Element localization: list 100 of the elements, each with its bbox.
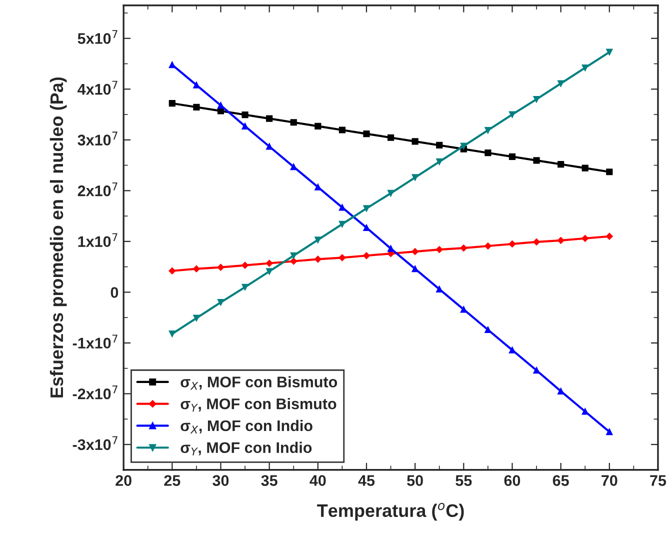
point [508,346,516,354]
point [582,164,588,172]
point [558,388,564,394]
point [363,252,370,260]
point [217,108,224,114]
point [168,61,176,68]
point [606,48,613,56]
x-tick-label: 60 [504,475,520,486]
x-tick-label: 70 [602,475,618,486]
point [266,143,273,150]
point [242,122,248,130]
y-tick-label: 3x10$^{7}$ [78,132,118,146]
point [242,111,248,118]
x-tick-label: 35 [261,475,278,486]
point [412,174,418,181]
x-axis-title: Temperatura ($^{o}$C) [317,502,464,521]
y-tick-label: 4x10$^{7}$ [78,80,118,95]
y-tick-label: 0 [110,287,118,298]
point [290,252,297,259]
legend-label: σ$_{X}$, MOF con Indio [180,420,312,434]
point [436,246,443,254]
point [533,157,540,164]
point [338,204,346,211]
point [606,232,613,240]
legend-label: σ$_{Y}$, MOF con Indio [180,442,312,456]
point [168,267,176,274]
point [606,428,613,436]
y-tick-label: -3x10$^{7}$ [72,436,118,450]
point [290,164,297,170]
point [606,168,613,176]
point [290,258,298,265]
point [314,122,322,130]
point [533,238,540,246]
point [217,102,224,109]
point [314,256,322,263]
point [412,266,418,272]
point [266,260,273,267]
legend-label: σ$_{X}$, MOF con Bismuto [180,376,338,390]
point [217,299,224,306]
point [192,265,200,272]
x-tick-label: 20 [116,475,132,486]
point [338,220,346,228]
legend-label: σ$_{Y}$, MOF con Bismuto [180,398,336,412]
y-tick-label: -2x10$^{7}$ [72,386,118,400]
point [582,64,588,72]
point [508,153,516,160]
point [436,142,443,149]
point [460,142,467,150]
point [338,254,346,262]
point [582,408,588,415]
point [242,284,248,290]
point [412,138,418,145]
point [193,104,200,110]
y-tick-label: 5x10$^{7}$ [78,30,118,44]
point [168,330,176,338]
point [436,286,443,292]
point [363,224,370,232]
point [460,244,468,252]
y-tick-label: 2x10$^{7}$ [78,182,118,196]
point [290,119,297,126]
point [193,314,200,322]
point [484,150,492,156]
point [582,234,589,242]
point [363,205,370,212]
point [266,115,273,122]
point [314,184,322,190]
x-tick-label: 30 [212,475,229,486]
point [387,245,394,252]
point [266,268,273,275]
x-tick-label: 45 [358,475,375,486]
point [387,190,394,196]
point [217,264,224,271]
x-tick-label: 65 [552,475,569,486]
point [508,111,516,118]
point [436,158,443,166]
point [558,80,564,87]
x-tick-label: 50 [407,475,423,486]
point [242,262,248,269]
y-tick-label: -1x10$^{7}$ [72,334,118,349]
y-axis-title: Esfuerzos promedio en el nucleo (Pa) [50,77,67,398]
point [484,126,492,134]
point [314,236,322,244]
point [508,240,516,248]
point [558,160,564,168]
x-tick-label: 40 [310,475,326,486]
point [412,248,419,256]
x-tick-label: 75 [650,475,666,486]
point [557,236,564,244]
point [484,242,492,250]
point [460,306,467,313]
point [363,130,370,138]
x-tick-label: 55 [456,475,472,486]
point [533,96,540,103]
point [484,326,492,334]
x-tick-label: 25 [164,475,180,486]
point [168,100,176,107]
point [193,82,200,88]
point [387,134,394,141]
y-tick-label: 1x10$^{7}$ [78,233,118,248]
point [338,126,346,134]
